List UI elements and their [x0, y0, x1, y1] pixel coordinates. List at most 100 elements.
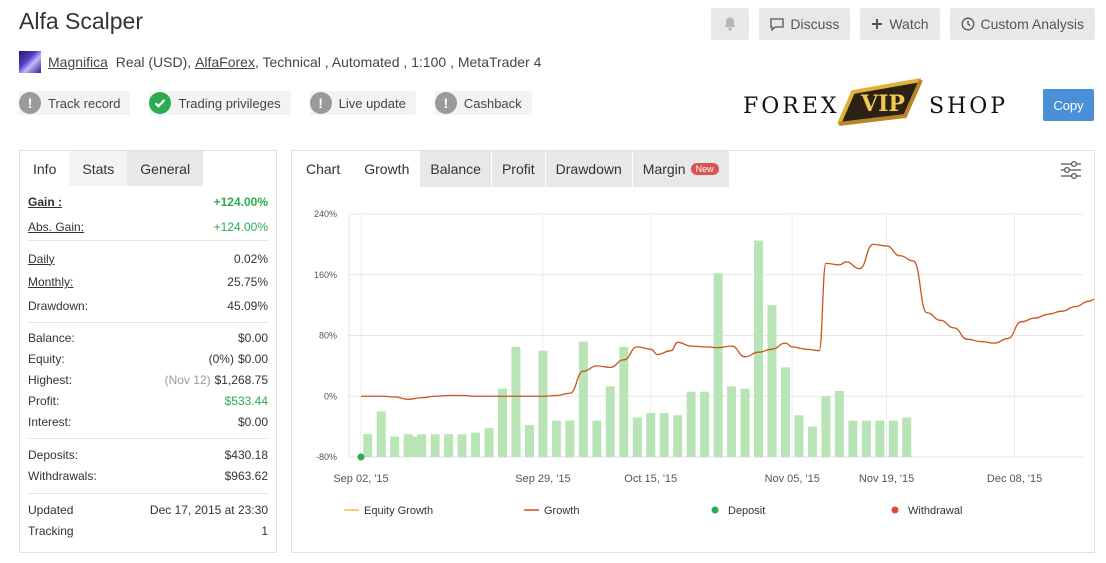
- bar: [740, 388, 750, 457]
- stat-label: Tracking: [28, 523, 74, 538]
- page-title: Alfa Scalper: [19, 8, 144, 34]
- bar: [754, 240, 764, 457]
- bar: [471, 432, 481, 457]
- bar: [497, 388, 507, 457]
- bar: [713, 273, 723, 457]
- tab-general[interactable]: General: [127, 151, 204, 186]
- x-tick-label: Sep 29, '15: [515, 473, 570, 485]
- status-badges: ! Track record Trading privileges ! Live…: [19, 91, 532, 115]
- bar: [524, 425, 534, 457]
- stats-panel: Info Stats General Gain : +124.00% Abs. …: [19, 150, 277, 553]
- stat-profit: Profit: $533.44: [28, 390, 268, 411]
- bar: [403, 434, 413, 457]
- y-tick-label: 240%: [314, 209, 337, 219]
- stat-label[interactable]: Monthly:: [28, 275, 74, 289]
- stat-gain: Gain : +124.00%: [28, 186, 268, 213]
- badge-live-update[interactable]: ! Live update: [309, 91, 416, 115]
- bar: [848, 420, 858, 457]
- top-actions: Discuss Watch Custom Analysis: [711, 8, 1095, 40]
- chart-tabs: Chart Growth Balance Profit Drawdown Mar…: [292, 151, 729, 187]
- comment-icon: [770, 17, 784, 31]
- account-type: Real (USD),: [115, 54, 192, 70]
- bar: [457, 434, 467, 457]
- stats-rows: Gain : +124.00% Abs. Gain: +124.00% Dail…: [20, 186, 276, 541]
- tab-growth[interactable]: Growth: [354, 151, 420, 187]
- stat-label: Drawdown:: [28, 299, 89, 313]
- tab-chart[interactable]: Chart: [306, 161, 341, 177]
- stat-label: Interest:: [28, 414, 72, 429]
- tab-margin[interactable]: Margin New: [631, 151, 729, 187]
- vip-emblem-icon: VIP: [837, 78, 923, 126]
- stat-value: Dec 17, 2015 at 23:30: [149, 502, 268, 517]
- x-tick-label: Oct 15, '15: [624, 473, 677, 485]
- stat-equity: Equity: (0%) $0.00: [28, 348, 268, 369]
- stat-value: $430.18: [224, 447, 268, 462]
- bar: [578, 341, 588, 457]
- legend-swatch: [891, 506, 899, 514]
- discuss-button[interactable]: Discuss: [759, 8, 851, 40]
- broker-link[interactable]: AlfaForex: [195, 54, 255, 70]
- logo-word-shop: SHOP: [929, 94, 1009, 119]
- custom-analysis-button[interactable]: Custom Analysis: [949, 8, 1095, 40]
- y-tick-label: 160%: [314, 270, 337, 280]
- y-tick-label: -80%: [316, 452, 337, 462]
- legend-label: Growth: [544, 505, 579, 517]
- tab-stats[interactable]: Stats: [69, 151, 128, 186]
- avatar[interactable]: [19, 51, 41, 73]
- badge-track-record[interactable]: ! Track record: [19, 91, 131, 115]
- stat-value: 1: [261, 523, 268, 538]
- tab-info[interactable]: Info: [20, 151, 70, 186]
- svg-text:VIP: VIP: [860, 91, 905, 117]
- stat-withdrawals: Withdrawals: $963.62: [28, 465, 268, 487]
- bar: [605, 386, 615, 457]
- bar: [673, 415, 683, 457]
- stat-label: Profit:: [28, 393, 60, 408]
- stat-value-group: (0%) $0.00: [209, 352, 268, 366]
- x-tick-label: Nov 05, '15: [765, 473, 820, 485]
- chart-settings-button[interactable]: [1060, 160, 1082, 185]
- badge-trading-privileges[interactable]: Trading privileges: [149, 91, 291, 115]
- badge-label: Trading privileges: [178, 95, 281, 111]
- stat-date: (Nov 12): [164, 372, 211, 387]
- x-tick-label: Sep 02, '15: [333, 473, 388, 485]
- growth-chart[interactable]: -80% 0% 80% 160% 240% Sep 02, '15 Sep 29, '15 O…: [292, 151, 1094, 552]
- bar: [363, 434, 373, 457]
- stats-tabs: Info Stats General: [20, 151, 276, 186]
- notify-button[interactable]: [711, 8, 750, 40]
- stat-value: 0.02%: [233, 251, 268, 266]
- tab-profit[interactable]: Profit: [490, 151, 545, 187]
- stat-balance: Balance: $0.00: [28, 323, 268, 348]
- bar: [902, 417, 912, 457]
- exclamation-icon: !: [434, 92, 457, 114]
- stat-label[interactable]: Gain :: [28, 194, 63, 209]
- copy-button[interactable]: Copy: [1043, 89, 1094, 121]
- bar: [821, 396, 831, 457]
- legend-swatch: [711, 506, 719, 514]
- bar: [410, 436, 420, 457]
- stat-label[interactable]: Abs. Gain:: [28, 219, 85, 234]
- stat-abs-gain: Abs. Gain: +124.00%: [28, 213, 268, 240]
- watch-button[interactable]: Watch: [860, 8, 940, 40]
- stat-value: $0.00: [237, 351, 268, 366]
- bar: [632, 417, 642, 457]
- badge-cashback[interactable]: ! Cashback: [434, 91, 532, 115]
- forex-vip-shop-logo[interactable]: FOREX VIP SHOP: [741, 74, 1005, 138]
- tab-drawdown[interactable]: Drawdown: [544, 151, 632, 187]
- bar: [619, 346, 629, 457]
- stat-tracking: Tracking 1: [28, 520, 268, 541]
- discuss-label: Discuss: [790, 16, 840, 32]
- tab-balance[interactable]: Balance: [419, 151, 491, 187]
- clock-icon: [961, 17, 974, 31]
- owner-link[interactable]: Magnifica: [48, 54, 108, 70]
- stat-drawdown: Drawdown: 45.09%: [28, 294, 268, 318]
- bar: [659, 412, 669, 457]
- bar: [592, 420, 602, 457]
- bar: [390, 436, 400, 457]
- watch-label: Watch: [889, 16, 929, 32]
- bar: [444, 434, 454, 457]
- stat-daily: Daily 0.02%: [28, 241, 268, 270]
- y-tick-label: 80%: [319, 331, 337, 341]
- new-badge: New: [690, 163, 719, 175]
- stat-label: Updated: [28, 502, 74, 517]
- stat-label[interactable]: Daily: [28, 251, 55, 266]
